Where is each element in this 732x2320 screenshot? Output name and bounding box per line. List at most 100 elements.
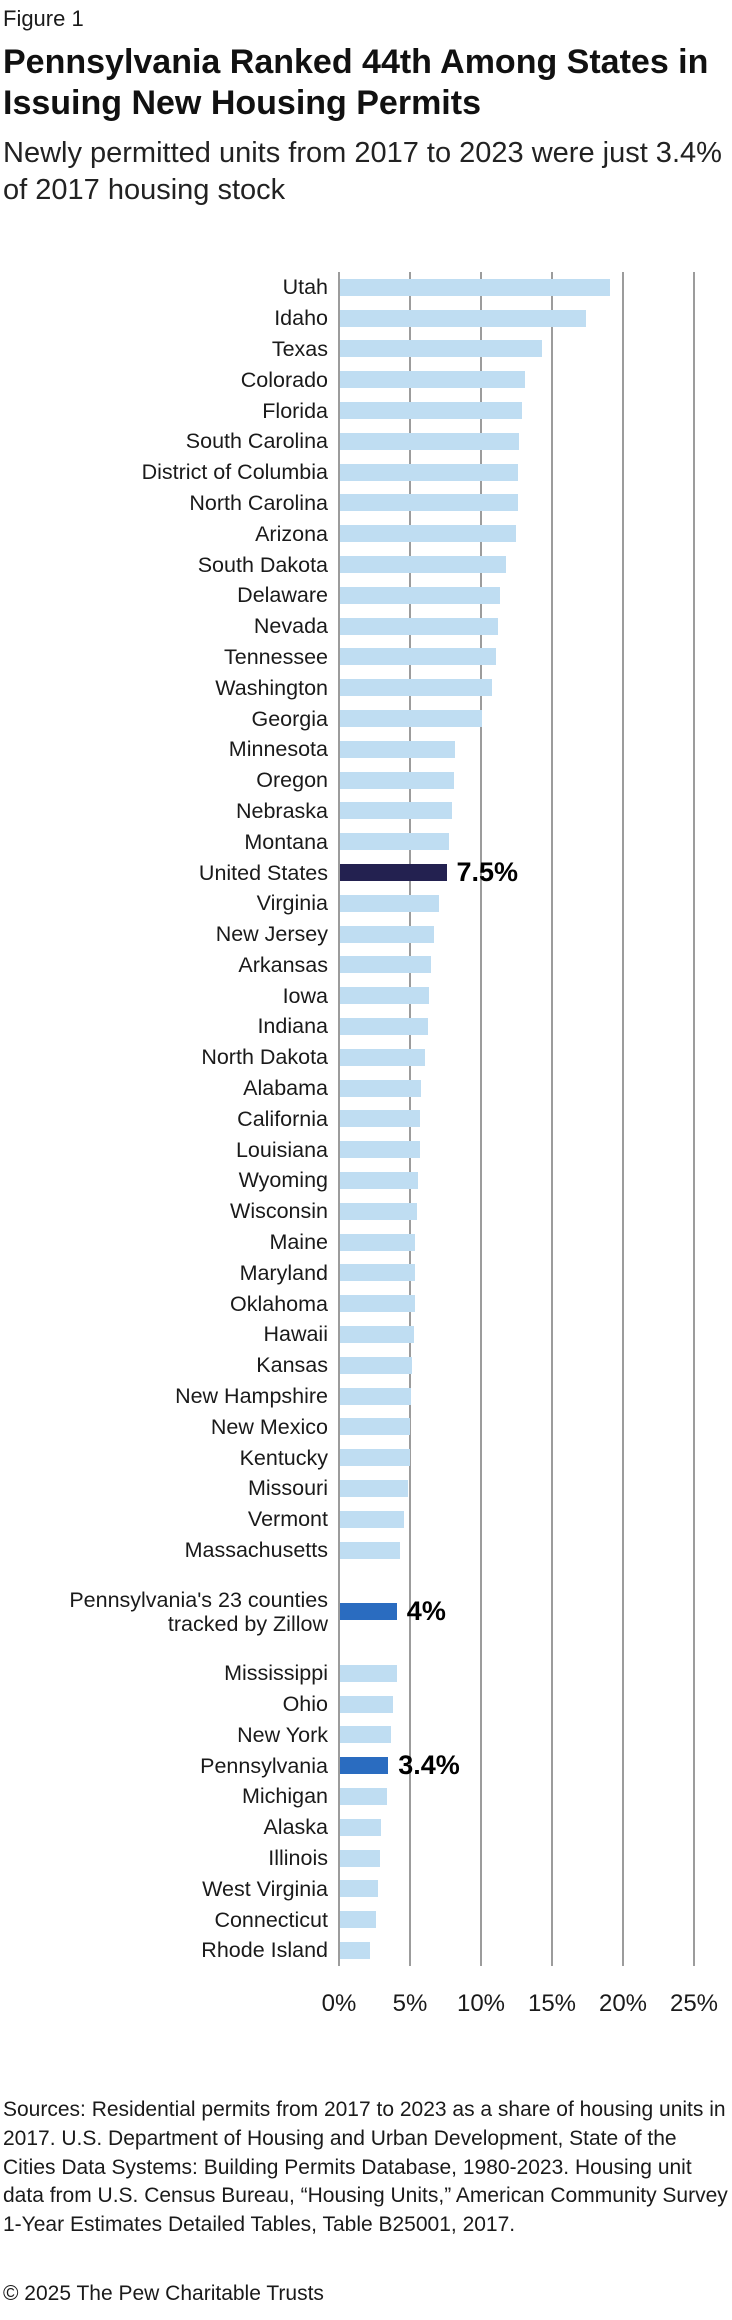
chart-row: New Hampshire bbox=[0, 1381, 732, 1412]
bar-area bbox=[338, 1411, 732, 1442]
row-label-line: Pennsylvania bbox=[200, 1753, 328, 1778]
row-label: New York bbox=[0, 1723, 338, 1747]
row-label: New Hampshire bbox=[0, 1384, 338, 1408]
row-label-line: Wisconsin bbox=[230, 1199, 328, 1224]
chart-row: North Carolina bbox=[0, 488, 732, 519]
value-annotation: 3.4% bbox=[398, 1750, 460, 1781]
row-label-line: Texas bbox=[271, 336, 328, 361]
bar-area bbox=[338, 611, 732, 642]
row-label-line: Florida bbox=[262, 398, 328, 423]
bar-area bbox=[338, 672, 732, 703]
bar-wyoming bbox=[340, 1172, 419, 1189]
chart-row: Virginia bbox=[0, 888, 732, 919]
bar-colorado bbox=[340, 371, 525, 389]
bar-district-of-columbia bbox=[340, 463, 518, 481]
chart-row: Nevada bbox=[0, 611, 732, 642]
bar-area bbox=[338, 1319, 732, 1350]
row-label: Nevada bbox=[0, 614, 338, 638]
value-annotation: 4% bbox=[406, 1596, 446, 1627]
bar-new-york bbox=[340, 1726, 392, 1744]
bar-area bbox=[338, 580, 732, 611]
bar-area bbox=[338, 518, 732, 549]
chart-row: Kansas bbox=[0, 1350, 732, 1381]
chart-row: Rhode Island bbox=[0, 1935, 732, 1966]
bar-rhode-island bbox=[340, 1941, 370, 1959]
chart-row: New Jersey bbox=[0, 919, 732, 950]
bar-tennessee bbox=[340, 648, 497, 666]
bar-indiana bbox=[340, 1018, 429, 1036]
chart-row: Alabama bbox=[0, 1073, 732, 1104]
row-label: Arizona bbox=[0, 522, 338, 546]
bar-montana bbox=[340, 833, 450, 851]
row-label-line: South Carolina bbox=[185, 429, 328, 454]
bar-area bbox=[338, 1812, 732, 1843]
row-label-line: Montana bbox=[244, 829, 328, 854]
bar-area bbox=[338, 488, 732, 519]
chart-row: South Dakota bbox=[0, 549, 732, 580]
row-label-line: Oklahoma bbox=[230, 1291, 328, 1316]
chart-row: Kentucky bbox=[0, 1442, 732, 1473]
bar-area bbox=[338, 1073, 732, 1104]
bar-florida bbox=[340, 402, 522, 420]
row-label-line: Indiana bbox=[257, 1014, 328, 1039]
chart-row: Nebraska bbox=[0, 796, 732, 827]
chart-row: Texas bbox=[0, 334, 732, 365]
row-label-line: Colorado bbox=[240, 367, 328, 392]
bar-area bbox=[338, 1442, 732, 1473]
chart-row: Connecticut bbox=[0, 1904, 732, 1935]
bar-area bbox=[338, 1535, 732, 1566]
bar-nebraska bbox=[340, 802, 453, 820]
bar-alaska bbox=[340, 1818, 382, 1836]
bar-area bbox=[338, 303, 732, 334]
bar-area bbox=[338, 1843, 732, 1874]
bar-area bbox=[338, 1504, 732, 1535]
row-label: Tennessee bbox=[0, 645, 338, 669]
chart-row: Hawaii bbox=[0, 1319, 732, 1350]
bar-louisiana bbox=[340, 1141, 420, 1159]
row-label: South Carolina bbox=[0, 429, 338, 453]
row-label-line: Oregon bbox=[256, 768, 328, 793]
chart-row: Idaho bbox=[0, 303, 732, 334]
row-label: North Dakota bbox=[0, 1045, 338, 1069]
row-label: West Virginia bbox=[0, 1877, 338, 1901]
chart-row: Colorado bbox=[0, 364, 732, 395]
chart-row: West Virginia bbox=[0, 1873, 732, 1904]
row-label-line: United States bbox=[198, 860, 328, 885]
bar-north-carolina bbox=[340, 494, 518, 512]
row-label-line: Iowa bbox=[282, 983, 328, 1008]
chart-row: Mississippi bbox=[0, 1658, 732, 1689]
row-label-line: Wyoming bbox=[238, 1168, 328, 1193]
chart-row: Maryland bbox=[0, 1258, 732, 1289]
chart-row: Missouri bbox=[0, 1473, 732, 1504]
row-label-line: New Jersey bbox=[215, 922, 328, 947]
chart-row: Alaska bbox=[0, 1812, 732, 1843]
bar-area bbox=[338, 950, 732, 981]
bar-area bbox=[338, 1473, 732, 1504]
chart-title: Pennsylvania Ranked 44th Among States in… bbox=[3, 43, 709, 122]
row-label-line: Washington bbox=[215, 675, 328, 700]
row-label: District of Columbia bbox=[0, 460, 338, 484]
row-label: Minnesota bbox=[0, 737, 338, 761]
chart-row: Indiana bbox=[0, 1011, 732, 1042]
bar-kentucky bbox=[340, 1449, 410, 1467]
row-label-line: Georgia bbox=[251, 706, 329, 731]
row-label: Montana bbox=[0, 830, 338, 854]
bar-area: 3.4% bbox=[338, 1750, 732, 1781]
bar-area bbox=[338, 1042, 732, 1073]
bar-new-jersey bbox=[340, 925, 434, 943]
row-label: Kansas bbox=[0, 1353, 338, 1377]
row-label-line: Minnesota bbox=[228, 737, 328, 762]
row-label-line: Arkansas bbox=[238, 952, 328, 977]
bar-area bbox=[338, 1719, 732, 1750]
bar-area bbox=[338, 1350, 732, 1381]
row-label-line: Illinois bbox=[268, 1846, 328, 1870]
row-label-line: Idaho bbox=[274, 306, 328, 331]
bar-iowa bbox=[340, 987, 430, 1005]
bar-pennsylvania-s-23-counties-tracked-by-zillow bbox=[340, 1603, 397, 1621]
row-label-line: Kansas bbox=[256, 1353, 328, 1378]
row-label: Oklahoma bbox=[0, 1292, 338, 1316]
row-label: North Carolina bbox=[0, 491, 338, 515]
chart-row: Wyoming bbox=[0, 1165, 732, 1196]
row-label-line: Connecticut bbox=[214, 1907, 328, 1932]
